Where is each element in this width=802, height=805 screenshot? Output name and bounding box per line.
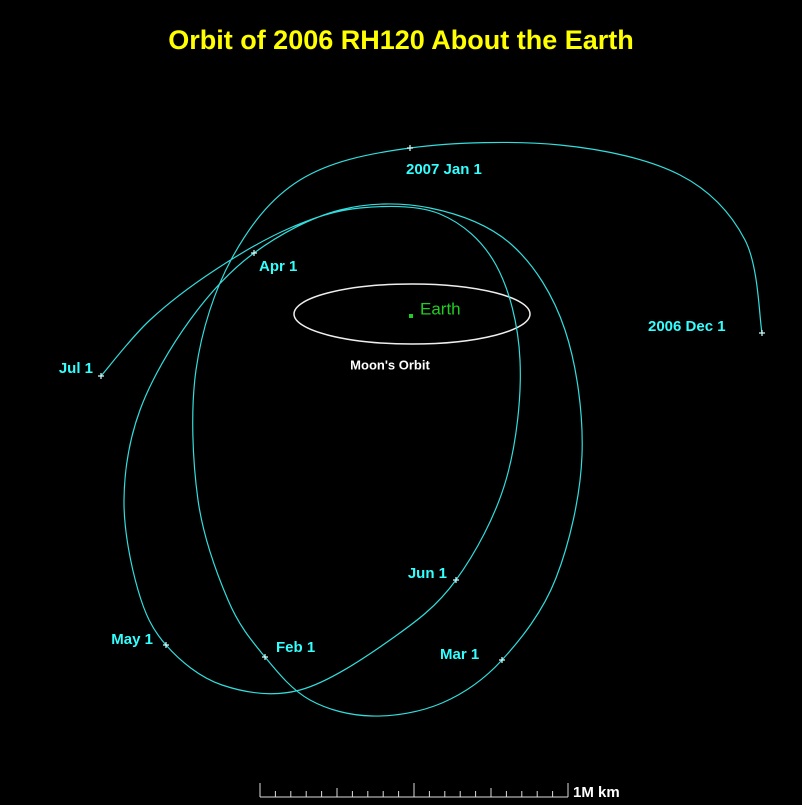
asteroid-orbit [100, 141, 763, 717]
date-marker [407, 145, 413, 151]
date-label: May 1 [111, 631, 153, 648]
date-label: Jun 1 [408, 565, 447, 582]
date-marker [251, 250, 257, 256]
title: Orbit of 2006 RH120 About the Earth [168, 25, 634, 55]
date-label: Apr 1 [259, 258, 297, 275]
date-marker [98, 373, 104, 379]
date-label: Feb 1 [276, 639, 315, 656]
scale-label: 1M km [573, 784, 620, 801]
date-label: 2006 Dec 1 [648, 318, 726, 335]
date-label: Mar 1 [440, 646, 479, 663]
date-marker [453, 577, 459, 583]
date-label: 2007 Jan 1 [406, 161, 482, 178]
date-marker [262, 654, 268, 660]
date-marker [163, 642, 169, 648]
moon-orbit-ellipse [293, 283, 531, 345]
earth-dot [409, 314, 413, 318]
earth-label: Earth [420, 299, 461, 318]
date-marker [759, 330, 765, 336]
date-label: Jul 1 [59, 360, 93, 377]
date-marker [499, 657, 505, 663]
moon-orbit-label: Moon's Orbit [350, 357, 430, 372]
scale-bar [259, 783, 569, 798]
